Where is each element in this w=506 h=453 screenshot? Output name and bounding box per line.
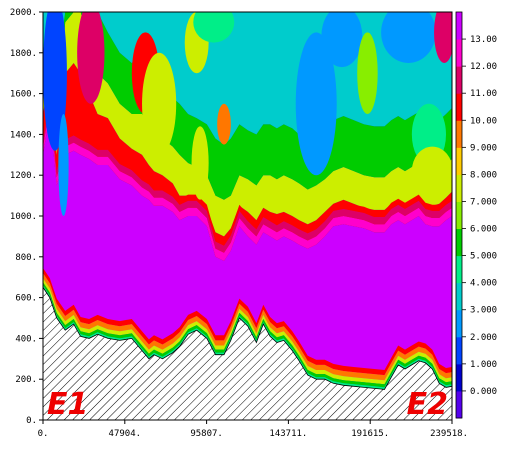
y-tick-label: 400. xyxy=(15,334,37,344)
colorbar-tick-label: 5.000 xyxy=(470,252,497,262)
x-axis: 0. 47904. 95807. 143711. 191615. 239518. xyxy=(38,420,468,439)
bottom-band-0 xyxy=(43,268,452,376)
x-tick-label: 143711. xyxy=(269,429,307,439)
y-tick-label: 0. xyxy=(26,416,37,426)
x-tick-label: 239518. xyxy=(430,429,468,439)
bottom-band-3 xyxy=(43,282,452,388)
colorbar-swatch xyxy=(456,336,462,365)
y-tick-label: 1000. xyxy=(10,212,37,222)
colorbar-tick-label: 1.000 xyxy=(470,360,497,370)
x-tick-label: 0. xyxy=(38,429,49,439)
patch-0 xyxy=(43,12,67,151)
patch-14 xyxy=(381,12,436,63)
colorbar-swatch xyxy=(456,255,462,284)
bottom-topography xyxy=(43,286,452,420)
colorbar-tick-label: 10.00 xyxy=(470,116,497,126)
colorbar-tick-label: 8.000 xyxy=(470,170,497,180)
x-tick-label: 95807. xyxy=(190,429,223,439)
colorbar-swatch xyxy=(456,390,462,419)
patch-8 xyxy=(217,103,231,145)
patch-17 xyxy=(411,146,452,196)
colorbar-tick-label: 4.000 xyxy=(470,279,497,289)
bottom-band-2 xyxy=(43,278,452,385)
patch-12 xyxy=(321,12,363,68)
colorbar-frame xyxy=(455,11,463,419)
colorbar-swatch xyxy=(456,309,462,338)
colorbar-tick-label: 13.00 xyxy=(470,35,497,45)
colorbar-tick-label: 2.000 xyxy=(470,333,497,343)
bottom-band-1 xyxy=(43,273,452,381)
x-tick-label: 191615. xyxy=(351,429,389,439)
colorbar-swatch xyxy=(456,66,462,94)
patch-13 xyxy=(357,32,378,115)
colorbar-tick-label: 12.00 xyxy=(470,62,497,72)
layer-deep-core xyxy=(43,114,452,384)
colorbar-tick-label: 11.00 xyxy=(470,89,497,99)
patch-7 xyxy=(191,126,209,200)
colorbar-tick-label: 3.000 xyxy=(470,306,497,316)
y-tick-label: 800. xyxy=(15,253,37,263)
colorbar-tick-label: 9.000 xyxy=(470,143,497,153)
plot-area xyxy=(43,12,452,420)
patch-1 xyxy=(58,114,69,216)
colorbar: 0.000 1.000 2.000 3.000 4.000 5.000 6.000 7.000… xyxy=(455,11,497,419)
y-tick-label: 200. xyxy=(15,375,37,385)
y-axis: 0. 200. 400. 600. 800. 1000. 1200. 1400. 1600. 18… xyxy=(10,8,43,426)
y-tick-label: 2000. xyxy=(10,8,37,18)
transition-band-2 xyxy=(43,92,452,246)
colorbar-swatch xyxy=(456,282,462,311)
y-tick-label: 1800. xyxy=(10,49,37,59)
transition-band-0 xyxy=(43,105,452,261)
colorbar-swatch xyxy=(456,39,462,67)
annotation-e2: E2 xyxy=(407,387,448,422)
y-tick-label: 600. xyxy=(15,294,37,304)
y-tick-label: 1200. xyxy=(10,171,37,181)
transition-band-1 xyxy=(43,98,452,253)
patch-11 xyxy=(295,32,337,176)
patch-9 xyxy=(256,32,277,115)
y-tick-label: 1600. xyxy=(10,90,37,100)
annotation-e1: E1 xyxy=(47,387,88,422)
colorbar-tick-label: 0.000 xyxy=(470,387,497,397)
colorbar-tick-label: 6.000 xyxy=(470,225,497,235)
colorbar-swatch xyxy=(456,174,462,202)
y-tick-label: 1400. xyxy=(10,130,37,140)
colorbar-swatch xyxy=(456,228,462,257)
colorbar-swatch xyxy=(456,93,462,121)
patch-15 xyxy=(434,12,452,63)
patch-6 xyxy=(193,12,235,43)
colorbar-swatch xyxy=(456,201,462,230)
colorbar-swatch xyxy=(456,363,462,392)
colorbar-swatch xyxy=(456,120,462,148)
colorbar-swatch xyxy=(456,12,462,40)
layer-upper-green xyxy=(43,12,452,200)
x-tick-label: 47904. xyxy=(109,429,142,439)
color-patches xyxy=(43,12,452,216)
colorbar-swatch xyxy=(456,147,462,175)
colorbar-tick-label: 7.000 xyxy=(470,197,497,207)
layer-mid-yellow xyxy=(43,12,452,237)
patch-4 xyxy=(142,52,177,155)
patch-2 xyxy=(77,12,105,104)
